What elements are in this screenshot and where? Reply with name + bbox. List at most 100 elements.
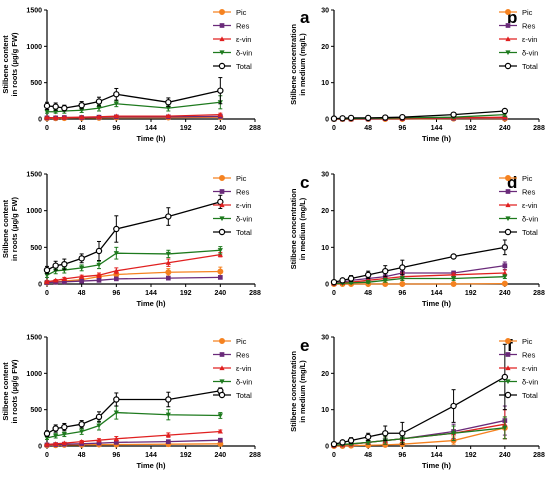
- legend-entry: δ-vin: [499, 48, 538, 57]
- y-axis-label-line: in roots (µg/g FW): [10, 32, 19, 96]
- data-point: [502, 425, 508, 431]
- data-point: [79, 114, 85, 120]
- data-point: [217, 413, 223, 419]
- series-Total: [330, 107, 509, 122]
- series-δ-vin: [44, 95, 223, 115]
- data-point: [450, 276, 457, 282]
- chart-panel-d: 0 10 20 30 0 48 96 144 192 240 288 Time (h) Stilbene…: [289, 172, 545, 309]
- y-axis-label: Stilbene concentration in medium (mg/L): [289, 24, 307, 105]
- legend-marker: [218, 8, 225, 15]
- y-tick-label: 0: [38, 444, 42, 451]
- panel-label: f: [507, 336, 513, 355]
- legend-marker: [219, 352, 225, 357]
- data-point: [53, 115, 59, 120]
- y-tick-label: 0: [325, 282, 329, 289]
- legend-label: ε-vin: [522, 35, 537, 44]
- legend-marker: [504, 62, 512, 70]
- data-point: [365, 280, 371, 285]
- data-point: [217, 112, 223, 117]
- data-point: [113, 396, 120, 403]
- x-tick-label: 240: [499, 125, 511, 132]
- legend-label: Total: [236, 391, 252, 400]
- data-point: [364, 271, 372, 279]
- data-point: [347, 275, 355, 282]
- panel-label: a: [300, 8, 310, 27]
- x-tick-label: 144: [145, 290, 157, 297]
- legend-marker: [504, 337, 511, 344]
- data-point: [78, 255, 85, 262]
- y-axis-label-line: Stilbene content: [1, 35, 10, 94]
- panel-label: d: [507, 173, 517, 192]
- legend-entry: δ-vin: [499, 214, 538, 223]
- chart-panel-a: 0 500 1000 1500 0 48 96 144 192 240 288 Time (h) Sti…: [1, 8, 310, 144]
- data-point: [113, 440, 119, 445]
- x-tick-label: 144: [145, 452, 157, 459]
- panel-label: c: [300, 173, 309, 192]
- legend-entry: Res: [213, 350, 250, 359]
- y-axis-label-line: in medium (mg/L): [298, 197, 307, 260]
- legend-label: Total: [236, 62, 252, 71]
- legend-entry: Pic: [499, 337, 533, 346]
- legend-marker: [504, 174, 511, 181]
- legend-marker: [505, 379, 511, 385]
- legend-label: ε-vin: [236, 35, 251, 44]
- data-point: [43, 102, 51, 110]
- legend-marker: [218, 62, 226, 70]
- legend-marker: [505, 36, 511, 42]
- data-point: [399, 430, 406, 437]
- legend-marker: [218, 337, 225, 344]
- data-point: [96, 423, 102, 429]
- x-axis-label: Time (h): [422, 461, 452, 470]
- y-axis-label-line: Stilbene concentration: [289, 24, 298, 105]
- data-point: [382, 430, 389, 437]
- legend-entry: Res: [499, 187, 536, 196]
- series-Total: [43, 387, 224, 438]
- x-tick-label: 240: [214, 452, 226, 459]
- data-point: [113, 268, 119, 273]
- data-point: [450, 280, 457, 287]
- legend-entry: Total: [213, 62, 252, 71]
- y-axis-label: Stilbene concentration in medium (mg/L): [289, 351, 307, 432]
- data-point: [113, 101, 119, 107]
- series-ε-vin: [44, 251, 223, 284]
- y-tick-label: 1500: [26, 172, 42, 179]
- x-tick-label: 96: [112, 290, 120, 297]
- x-tick-label: 144: [431, 452, 443, 459]
- data-point: [44, 435, 50, 441]
- y-tick-label: 1500: [26, 335, 42, 342]
- data-point: [79, 108, 85, 113]
- y-axis-label: Stilbene content in roots (µg/g FW): [1, 197, 19, 261]
- data-point: [165, 432, 171, 438]
- y-axis-label-line: Stilbene content: [1, 362, 10, 421]
- legend-label: δ-vin: [522, 48, 538, 57]
- data-point: [399, 264, 406, 271]
- y-tick-label: 0: [325, 117, 329, 124]
- data-point: [78, 421, 85, 428]
- x-tick-label: 96: [398, 290, 406, 297]
- data-point: [165, 106, 171, 111]
- legend-marker: [505, 352, 511, 357]
- legend-label: Total: [522, 62, 538, 71]
- y-tick-label: 500: [30, 80, 42, 87]
- data-point: [217, 248, 223, 253]
- data-point: [450, 272, 457, 277]
- data-point: [502, 274, 508, 280]
- y-tick-label: 30: [321, 8, 329, 15]
- y-tick-label: 1500: [26, 8, 42, 15]
- x-tick-label: 192: [180, 125, 192, 132]
- data-point: [96, 440, 102, 446]
- legend-label: Res: [236, 350, 250, 359]
- data-point: [399, 276, 405, 282]
- chart-panel-b: 0 10 20 30 0 48 96 144 192 240 288 Time (h) Stilbene…: [289, 8, 545, 144]
- data-point: [113, 251, 119, 256]
- x-tick-label: 0: [45, 290, 49, 297]
- data-point: [43, 430, 51, 437]
- data-point: [450, 111, 457, 118]
- data-point: [399, 113, 406, 121]
- data-point: [165, 275, 171, 281]
- chart-panel-c: 0 500 1000 1500 0 48 96 144 192 240 288 Time (h) Sti…: [1, 172, 309, 309]
- data-point: [79, 441, 85, 447]
- x-tick-label: 0: [332, 452, 336, 459]
- data-point: [53, 433, 59, 439]
- y-axis-label-line: Stilbene content: [1, 199, 10, 258]
